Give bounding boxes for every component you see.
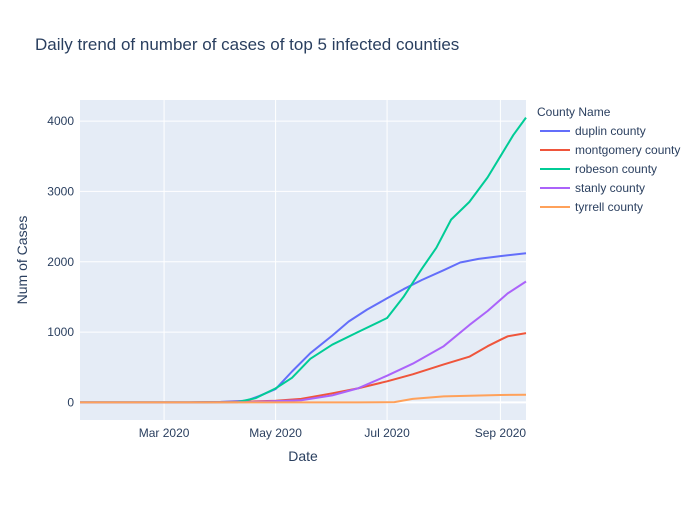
legend-label: montgomery county <box>575 143 680 157</box>
legend-item-tyrrell-county[interactable]: tyrrell county <box>540 200 643 214</box>
plot-area <box>80 100 526 420</box>
legend-label: duplin county <box>575 124 646 138</box>
legend-item-montgomery-county[interactable]: montgomery county <box>540 143 680 157</box>
y-tick-label: 3000 <box>47 184 74 198</box>
x-tick-label: Sep 2020 <box>475 426 527 440</box>
x-tick-label: Mar 2020 <box>139 426 190 440</box>
legend-title: County Name <box>537 105 611 119</box>
legend-label: tyrrell county <box>575 200 643 214</box>
legend-item-stanly-county[interactable]: stanly county <box>540 181 645 195</box>
x-axis-title: Date <box>288 448 318 464</box>
chart-title: Daily trend of number of cases of top 5 … <box>35 35 459 54</box>
y-axis-title: Num of Cases <box>14 216 30 305</box>
x-axis-ticks: Mar 2020 May 2020 Jul 2020 Sep 2020 <box>139 426 527 440</box>
x-tick-label: Jul 2020 <box>364 426 410 440</box>
legend[interactable]: County Name duplin county montgomery coun… <box>537 105 680 214</box>
y-tick-label: 0 <box>67 395 74 409</box>
y-tick-label: 2000 <box>47 255 74 269</box>
y-axis-ticks: 0 1000 2000 3000 4000 <box>47 114 74 409</box>
legend-item-duplin-county[interactable]: duplin county <box>540 124 646 138</box>
legend-label: robeson county <box>575 162 657 176</box>
x-tick-label: May 2020 <box>249 426 302 440</box>
legend-label: stanly county <box>575 181 645 195</box>
series-lines <box>80 117 527 404</box>
legend-item-robeson-county[interactable]: robeson county <box>540 162 657 176</box>
series-line-tyrrell-county <box>80 393 527 404</box>
series-line-robeson-county <box>80 117 527 404</box>
y-tick-label: 1000 <box>47 325 74 339</box>
y-tick-label: 4000 <box>47 114 74 128</box>
